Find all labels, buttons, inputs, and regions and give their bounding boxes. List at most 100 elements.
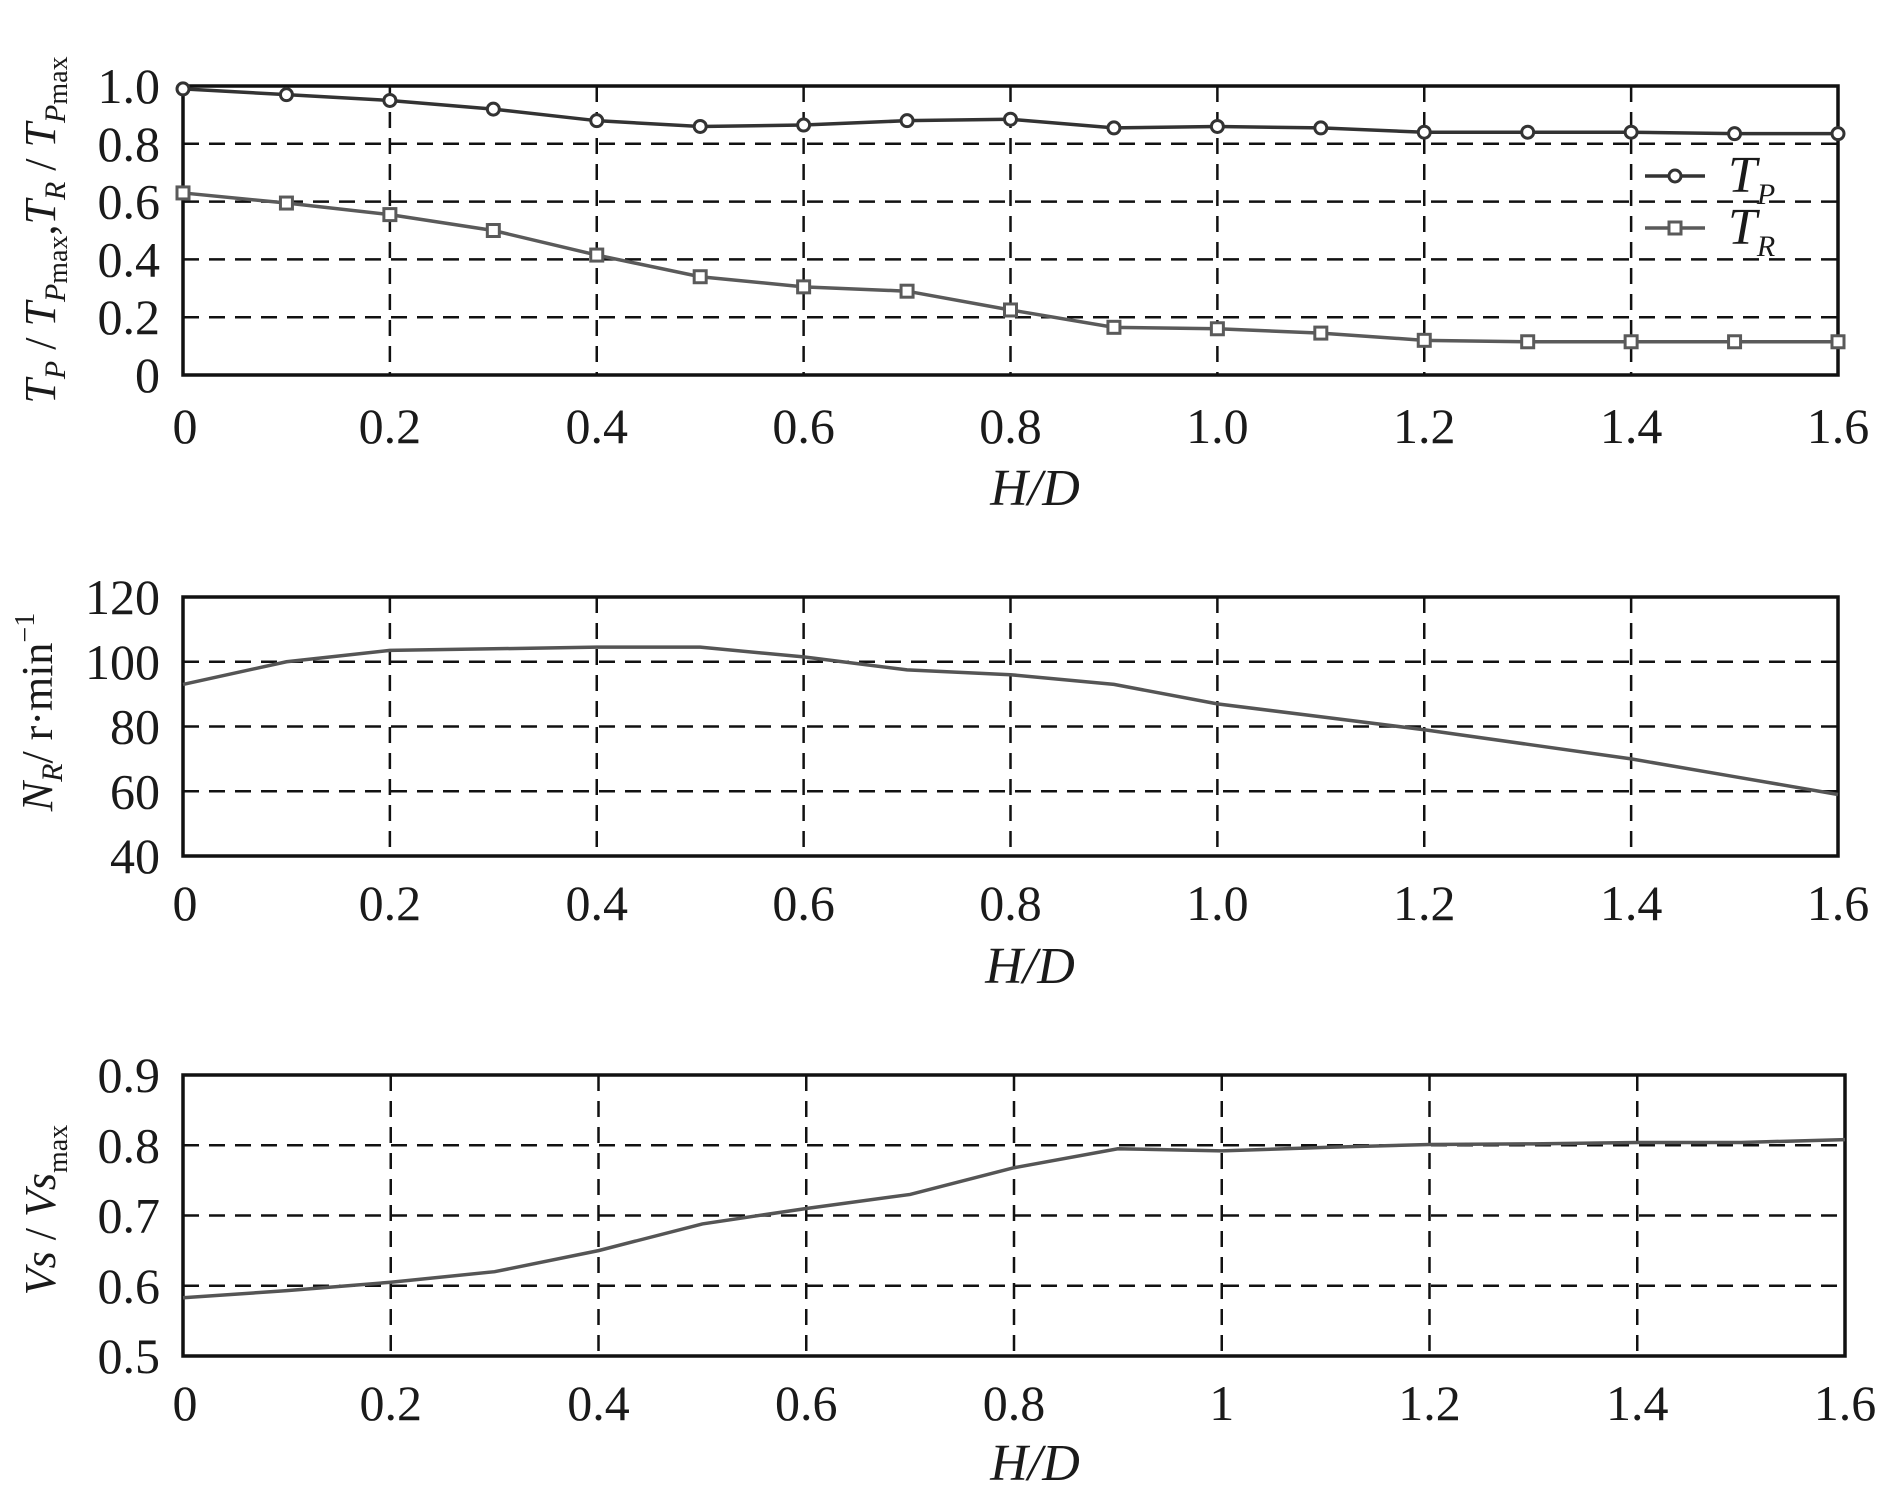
- x-tick-label: 1.6: [1807, 398, 1870, 454]
- panel-1-y-ticks: 00.20.40.60.81.0: [98, 58, 161, 403]
- x-tick-label: 1: [1209, 1375, 1234, 1431]
- data-point: [1520, 334, 1536, 350]
- data-point: [1209, 118, 1225, 134]
- x-tick-label: 1.6: [1807, 875, 1870, 931]
- panel-2-y-axis-label: NR/ r·min−1: [10, 613, 69, 812]
- x-tick-label: 0.4: [567, 1375, 630, 1431]
- x-tick-label: 0.2: [359, 875, 422, 931]
- legend-tr-marker: [1667, 220, 1683, 236]
- x-tick-label: 0.2: [359, 398, 422, 454]
- panel-3-x-axis-label: H/D: [989, 1435, 1080, 1492]
- panel-1-x-ticks: 0 0.2 0.4 0.6 0.8 1.0 1.2 1.4 1.6: [173, 398, 1870, 454]
- panel-1-frame: [181, 84, 1840, 377]
- panel-3-y-ticks: 0.5 0.6 0.7 0.8 0.9: [98, 1047, 161, 1384]
- panel-2-series: [182, 645, 1839, 797]
- data-point: [485, 101, 501, 117]
- data-point: [485, 223, 501, 238]
- data-point: [899, 113, 915, 129]
- panel-2-x-axis-label: H/D: [984, 938, 1075, 995]
- x-tick-label: 0: [173, 875, 198, 931]
- panel-2-frame: [181, 595, 1840, 858]
- x-tick-label: 1.6: [1814, 1375, 1877, 1431]
- x-tick-label: 0: [173, 398, 198, 454]
- data-point: [1727, 334, 1743, 350]
- series-line-1: [182, 1137, 1846, 1300]
- x-tick-label: 1.4: [1600, 398, 1663, 454]
- data-point: [1830, 334, 1846, 350]
- y-tick-label: 0.4: [98, 231, 161, 287]
- data-point: [1106, 120, 1122, 136]
- panel-3-grid: [183, 1075, 1845, 1356]
- y-tick-label: 0.9: [98, 1047, 161, 1103]
- x-tick-label: 1.4: [1606, 1375, 1669, 1431]
- y-tick-label: 0.7: [98, 1188, 161, 1244]
- x-tick-label: 1.2: [1398, 1375, 1461, 1431]
- y-tick-label: 100: [85, 634, 160, 690]
- legend-item-tp: TP: [1645, 147, 1775, 211]
- data-point: [1520, 124, 1536, 140]
- series-line-2: [182, 191, 1838, 344]
- data-point: [1416, 332, 1432, 348]
- legend-tp-marker: [1667, 168, 1683, 184]
- legend-tp-label: TP: [1728, 147, 1775, 211]
- y-tick-label: 60: [110, 763, 160, 819]
- data-point: [1830, 126, 1846, 142]
- panel-2-rotational-speed: 40 60 80 100 120 0 0.2 0.4 0.6 0.8 1.0 1.2 1.4 1.6 H…: [10, 569, 1869, 995]
- data-point: [692, 118, 708, 134]
- data-point: [1623, 334, 1639, 350]
- x-tick-label: 1.4: [1600, 875, 1663, 931]
- data-point: [1003, 111, 1018, 127]
- y-tick-label: 0.6: [98, 174, 161, 230]
- data-point: [1623, 124, 1639, 140]
- data-point: [589, 247, 605, 263]
- panel-2-y-ticks: 40 60 80 100 120: [85, 569, 160, 884]
- y-tick-label: 0.8: [98, 116, 161, 172]
- panel-2-grid: [183, 597, 1838, 856]
- panel-3-series: [182, 1137, 1846, 1300]
- y-tick-label: 0.6: [98, 1258, 161, 1314]
- y-tick-label: 0.2: [98, 289, 161, 345]
- data-point: [1003, 302, 1018, 318]
- panel-3-x-ticks: 0 0.2 0.4 0.6 0.8 1 1.2 1.4 1.6: [173, 1375, 1877, 1431]
- data-point: [1209, 321, 1225, 337]
- data-point: [1313, 120, 1329, 136]
- x-tick-label: 0.6: [775, 1375, 838, 1431]
- data-point: [382, 92, 398, 108]
- data-point: [278, 87, 294, 103]
- x-tick-label: 1.0: [1186, 398, 1249, 454]
- panel-1-torque-ratio: 00.20.40.60.81.0 0 0.2 0.4 0.6 0.8 1.0 1.2 1.4 1…: [16, 56, 1869, 517]
- panel-2-x-ticks: 0 0.2 0.4 0.6 0.8 1.0 1.2 1.4 1.6: [173, 875, 1870, 931]
- series-line-1: [182, 645, 1839, 797]
- data-point: [175, 185, 191, 201]
- y-tick-label: 0: [135, 347, 160, 403]
- data-point: [278, 195, 294, 211]
- y-tick-label: 80: [110, 699, 160, 755]
- data-point: [1106, 319, 1122, 335]
- data-point: [1313, 325, 1329, 341]
- panel-1-y-axis-label: TP / TPmax,TR / TPmax: [16, 56, 74, 403]
- data-point: [796, 117, 812, 133]
- panel-1-grid: [183, 86, 1838, 375]
- data-point: [175, 81, 191, 97]
- y-tick-label: 120: [85, 569, 160, 625]
- x-tick-label: 0: [173, 1375, 198, 1431]
- x-tick-label: 0.8: [979, 875, 1042, 931]
- x-tick-label: 0.8: [979, 398, 1042, 454]
- x-tick-label: 0.4: [566, 398, 629, 454]
- x-tick-label: 0.4: [566, 875, 629, 931]
- x-tick-label: 1.2: [1393, 875, 1456, 931]
- data-point: [692, 269, 708, 285]
- x-tick-label: 1.0: [1186, 875, 1249, 931]
- y-tick-label: 0.5: [98, 1328, 161, 1384]
- panel-3-velocity-ratio: 0.50.60.70.80.9 0 0.2 0.4 0.6 0.8 1 1.2 1.4 1.6 …: [16, 1047, 1876, 1492]
- panel-1-legend: TP TR: [1645, 147, 1775, 263]
- data-point: [382, 207, 398, 223]
- data-point: [796, 279, 812, 295]
- panel-3-frame: [181, 1073, 1847, 1358]
- y-tick-label: 0.8: [98, 1117, 161, 1173]
- data-point: [899, 283, 915, 299]
- x-tick-label: 0.6: [772, 875, 835, 931]
- x-tick-label: 0.2: [360, 1375, 423, 1431]
- data-point: [1727, 126, 1743, 142]
